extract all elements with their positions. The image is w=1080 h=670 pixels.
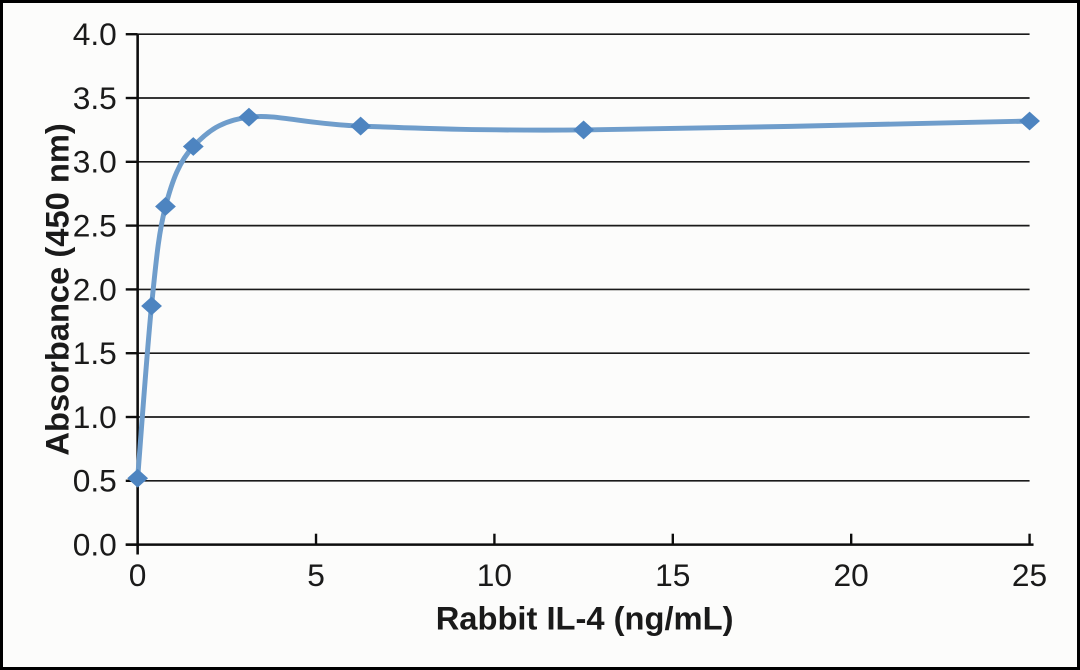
data-series [127,107,1040,488]
axes [125,33,1034,555]
tick-labels: 0.0 0.5 1.0 1.5 2.0 2.5 3.0 3.5 4.0 0 5 10 15 20 25 [73,16,1047,593]
x-tick-label-20: 20 [834,557,869,593]
y-tick-label-1.5: 1.5 [73,335,117,371]
data-point-marker-0.78 [155,197,176,216]
x-tick-label-5: 5 [307,557,325,593]
data-point-marker-25 [1019,111,1040,131]
data-point-marker-1.56 [182,137,204,156]
y-tick-label-2.0: 2.0 [73,271,117,307]
x-tick-label-0: 0 [129,557,147,593]
data-point-marker-0.39 [141,296,162,316]
data-point-marker-6.25 [350,116,372,136]
data-point-marker-3.12 [238,107,260,127]
y-tick-label-4.0: 4.0 [73,16,117,52]
data-point-marker-0 [127,468,149,488]
y-tick-label-3.0: 3.0 [73,144,117,180]
y-axis-title: Absorbance (450 nm) [38,123,75,455]
y-tick-label-0.5: 0.5 [73,463,117,499]
y-tick-label-0.0: 0.0 [73,527,117,563]
y-tick-label-3.5: 3.5 [73,80,117,116]
standard-curve-line-chart: 0.0 0.5 1.0 1.5 2.0 2.5 3.0 3.5 4.0 0 5 10 15 20 25 Ab… [38,16,1047,636]
x-axis-title: Rabbit IL-4 (ng/mL) [436,599,734,636]
x-tick-label-25: 25 [1012,557,1047,593]
gridlines [137,33,1030,482]
x-tick-label-10: 10 [477,557,512,593]
series-line [135,114,1033,481]
data-point-marker-12.5 [573,120,595,140]
x-tick-label-15: 15 [655,557,690,593]
y-tick-label-1.0: 1.0 [73,399,117,435]
y-tick-label-2.5: 2.5 [73,208,117,244]
